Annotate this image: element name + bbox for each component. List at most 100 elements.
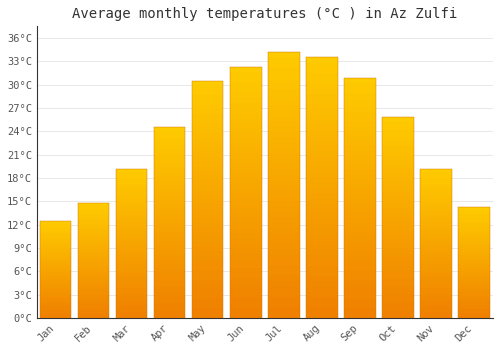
Bar xyxy=(230,158,262,163)
Bar xyxy=(116,240,148,243)
Bar xyxy=(192,275,224,280)
Bar xyxy=(458,245,490,247)
Bar xyxy=(78,274,110,276)
Bar xyxy=(40,226,72,229)
Bar xyxy=(382,189,414,194)
Bar xyxy=(382,141,414,145)
Bar xyxy=(420,249,452,252)
Bar xyxy=(420,234,452,237)
Bar xyxy=(78,258,110,260)
Bar xyxy=(344,83,376,88)
Bar xyxy=(344,88,376,93)
Bar xyxy=(40,293,72,295)
Bar xyxy=(420,276,452,279)
Bar xyxy=(192,289,224,294)
Bar xyxy=(192,81,224,85)
Bar xyxy=(154,173,186,177)
Bar xyxy=(344,98,376,102)
Bar xyxy=(40,295,72,296)
Bar xyxy=(420,309,452,312)
Bar xyxy=(116,273,148,276)
Bar xyxy=(78,272,110,274)
Bar xyxy=(230,107,262,113)
Bar xyxy=(344,289,376,294)
Bar xyxy=(458,236,490,238)
Bar xyxy=(116,187,148,189)
Bar xyxy=(306,57,338,318)
Bar xyxy=(230,233,262,238)
Bar xyxy=(420,177,452,181)
Bar xyxy=(306,156,338,162)
Bar xyxy=(420,243,452,246)
Bar xyxy=(306,203,338,209)
Bar xyxy=(154,215,186,219)
Bar xyxy=(344,131,376,136)
Bar xyxy=(154,181,186,184)
Bar xyxy=(40,238,72,240)
Bar xyxy=(420,273,452,276)
Bar xyxy=(154,211,186,215)
Bar xyxy=(420,288,452,291)
Bar xyxy=(78,237,110,240)
Bar xyxy=(40,252,72,254)
Bar xyxy=(268,132,300,137)
Bar xyxy=(192,166,224,171)
Bar xyxy=(306,266,338,271)
Bar xyxy=(344,179,376,184)
Bar xyxy=(458,294,490,296)
Bar xyxy=(268,275,300,281)
Bar xyxy=(40,258,72,260)
Bar xyxy=(230,208,262,213)
Bar xyxy=(78,228,110,230)
Bar xyxy=(344,203,376,208)
Bar xyxy=(382,258,414,262)
Bar xyxy=(458,212,490,214)
Bar xyxy=(268,249,300,254)
Bar xyxy=(192,242,224,247)
Bar xyxy=(230,128,262,133)
Bar xyxy=(268,158,300,164)
Bar xyxy=(78,260,110,262)
Bar xyxy=(268,222,300,228)
Bar xyxy=(78,311,110,313)
Bar xyxy=(192,124,224,128)
Bar xyxy=(192,119,224,124)
Bar xyxy=(306,198,338,203)
Bar xyxy=(40,248,72,250)
Bar xyxy=(344,117,376,121)
Bar xyxy=(116,183,148,187)
Bar xyxy=(154,127,186,131)
Bar xyxy=(306,292,338,297)
Bar xyxy=(116,264,148,267)
Bar xyxy=(382,186,414,189)
Bar xyxy=(78,281,110,284)
Bar xyxy=(306,250,338,256)
Bar xyxy=(154,295,186,299)
Bar xyxy=(382,166,414,169)
Bar xyxy=(230,248,262,253)
Bar xyxy=(420,189,452,193)
Bar xyxy=(192,266,224,271)
Bar xyxy=(40,281,72,283)
Bar xyxy=(306,83,338,89)
Bar xyxy=(78,290,110,293)
Bar xyxy=(306,94,338,99)
Bar xyxy=(268,243,300,249)
Bar xyxy=(382,121,414,125)
Bar xyxy=(382,145,414,149)
Bar xyxy=(344,299,376,303)
Bar xyxy=(420,264,452,267)
Bar xyxy=(116,234,148,237)
Bar xyxy=(458,316,490,318)
Bar xyxy=(306,307,338,313)
Bar xyxy=(192,271,224,275)
Bar xyxy=(268,137,300,142)
Bar xyxy=(230,258,262,263)
Bar xyxy=(154,177,186,181)
Bar xyxy=(78,279,110,281)
Bar xyxy=(192,204,224,209)
Bar xyxy=(230,203,262,208)
Bar xyxy=(116,285,148,288)
Bar xyxy=(420,237,452,240)
Bar xyxy=(154,154,186,158)
